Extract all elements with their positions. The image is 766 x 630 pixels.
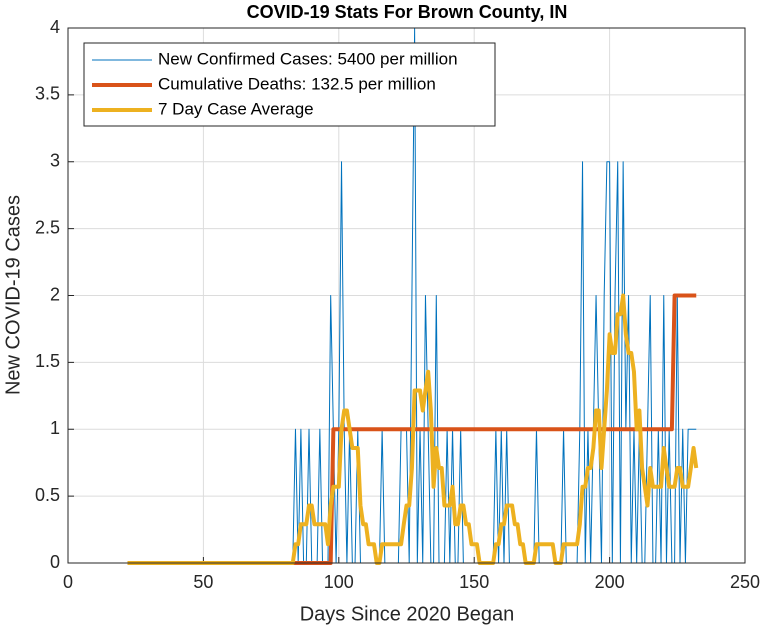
y-tick-label: 3.5: [35, 84, 60, 104]
x-tick-label: 0: [63, 572, 73, 592]
x-tick-label: 200: [595, 572, 625, 592]
chart-title: COVID-19 Stats For Brown County, IN: [247, 2, 568, 22]
y-tick-label: 0.5: [35, 485, 60, 505]
y-tick-label: 2: [50, 284, 60, 304]
y-axis-label: New COVID-19 Cases: [2, 195, 24, 395]
y-tick-label: 2.5: [35, 217, 60, 237]
axes-box: [67, 27, 746, 564]
legend-label: New Confirmed Cases: 5400 per million: [158, 49, 458, 68]
y-tick-label: 4: [50, 17, 60, 37]
x-tick-label: 150: [459, 572, 489, 592]
legend-label: Cumulative Deaths: 132.5 per million: [158, 74, 436, 93]
y-tick-label: 1: [50, 418, 60, 438]
x-tick-label: 250: [730, 572, 760, 592]
y-tick-label: 3: [50, 151, 60, 171]
x-axis-label: Days Since 2020 Began: [300, 603, 515, 625]
legend: New Confirmed Cases: 5400 per million Cum…: [83, 42, 496, 127]
y-tick-label: 1.5: [35, 351, 60, 371]
y-tick-label: 0: [50, 552, 60, 572]
x-tick-label: 100: [324, 572, 354, 592]
legend-label: 7 Day Case Average: [158, 99, 314, 118]
legend-box: [83, 42, 496, 127]
x-tick-label: 50: [193, 572, 213, 592]
